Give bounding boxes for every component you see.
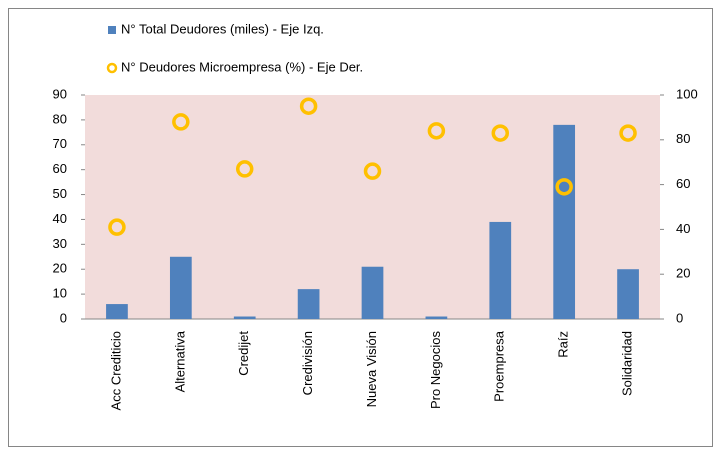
y-tick-label: 10: [53, 286, 67, 301]
point: [235, 160, 254, 178]
y-tick-label: 60: [53, 161, 67, 176]
bar: [553, 124, 576, 319]
y-tick-label: 20: [53, 261, 67, 276]
bar: [617, 269, 639, 319]
y2-tick-label: 0: [676, 310, 683, 325]
x-tick-label: Raíz: [556, 331, 571, 358]
y2-tick-label: 100: [676, 86, 698, 101]
legend-label: N° Deudores Microempresa (%) - Eje Der.: [121, 59, 363, 74]
x-tick-label: Acc Crediticio: [108, 331, 123, 410]
y-tick-label: 80: [53, 111, 67, 126]
bar: [425, 316, 448, 319]
bar: [297, 289, 320, 319]
y2-tick-label: 60: [676, 176, 690, 191]
point: [299, 97, 318, 115]
bar: [233, 316, 256, 319]
y-tick-label: 90: [53, 86, 67, 101]
bar: [106, 304, 128, 319]
x-tick-label: Nueva Visión: [364, 331, 379, 407]
bar: [489, 221, 512, 319]
legend-swatch: [106, 62, 118, 74]
y2-tick-label: 40: [676, 221, 690, 236]
y-tick-label: 40: [53, 211, 67, 226]
legend-swatch: [108, 26, 116, 34]
point: [555, 178, 573, 196]
x-tick-label: Solidaridad: [619, 331, 634, 396]
y2-tick-label: 80: [676, 131, 690, 146]
point: [619, 124, 637, 142]
point: [363, 162, 382, 180]
x-tick-label: Alternativa: [172, 330, 187, 392]
point: [427, 122, 446, 140]
x-tick-label: Pro Negocios: [428, 331, 443, 410]
point: [491, 124, 510, 142]
y-tick-label: 0: [60, 310, 67, 325]
bar: [361, 266, 384, 319]
y-tick-label: 50: [53, 186, 67, 201]
legend-label: N° Total Deudores (miles) - Eje Izq.: [121, 21, 324, 36]
point: [172, 113, 190, 131]
bar: [169, 256, 192, 319]
x-tick-label: Proempresa: [492, 330, 507, 402]
y-tick-label: 70: [53, 136, 67, 151]
point: [108, 218, 126, 236]
x-tick-label: Credivisión: [300, 331, 315, 395]
y2-tick-label: 20: [676, 266, 690, 281]
y-tick-label: 30: [53, 236, 67, 251]
x-tick-label: Credijet: [236, 331, 251, 376]
